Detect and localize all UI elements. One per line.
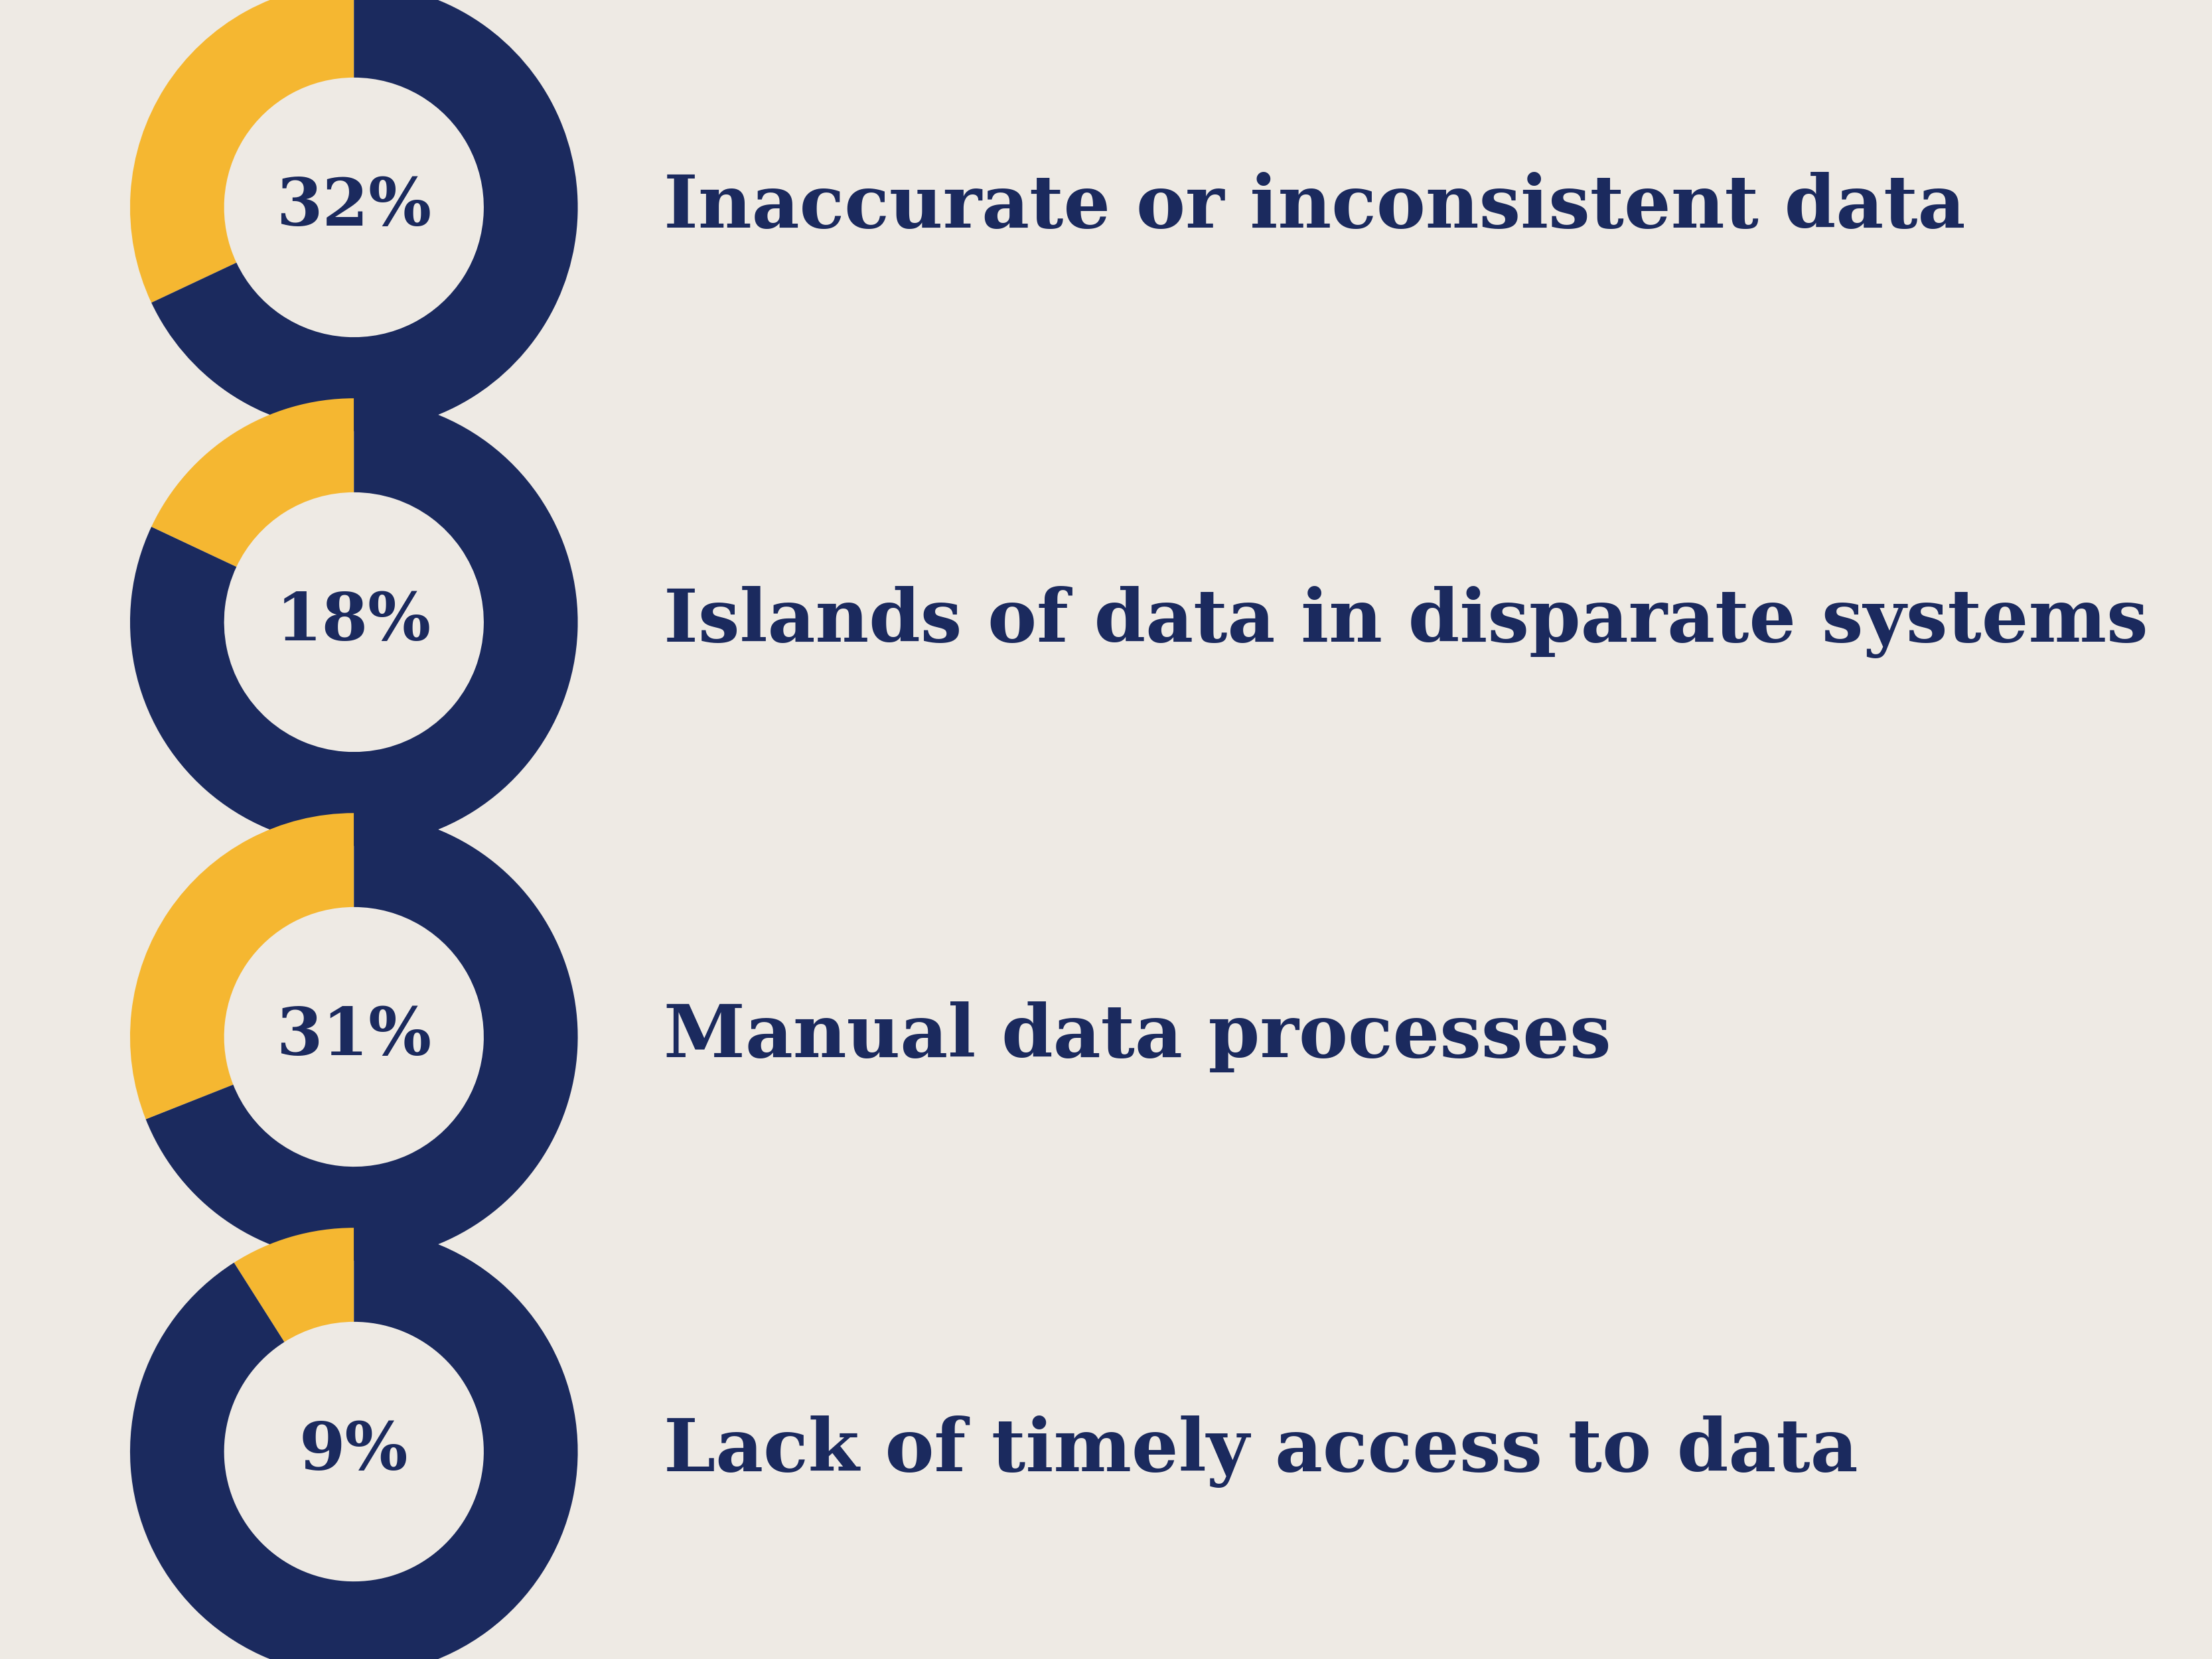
Wedge shape: [150, 398, 354, 567]
Text: Islands of data in disparate systems: Islands of data in disparate systems: [664, 586, 2148, 659]
FancyBboxPatch shape: [44, 33, 2168, 1626]
Text: Manual data processes: Manual data processes: [664, 1002, 1610, 1072]
Wedge shape: [150, 0, 577, 431]
Text: Inaccurate or inconsistent data: Inaccurate or inconsistent data: [664, 173, 1966, 242]
Wedge shape: [131, 0, 354, 302]
Wedge shape: [131, 398, 577, 846]
Text: 18%: 18%: [276, 591, 431, 654]
Text: 32%: 32%: [276, 176, 431, 239]
Text: 31%: 31%: [276, 1005, 431, 1068]
Wedge shape: [131, 1228, 577, 1659]
Text: 9%: 9%: [299, 1420, 409, 1483]
Text: Lack of timely access to data: Lack of timely access to data: [664, 1415, 1858, 1488]
Wedge shape: [146, 813, 577, 1261]
Wedge shape: [234, 1228, 354, 1342]
Wedge shape: [131, 813, 354, 1120]
